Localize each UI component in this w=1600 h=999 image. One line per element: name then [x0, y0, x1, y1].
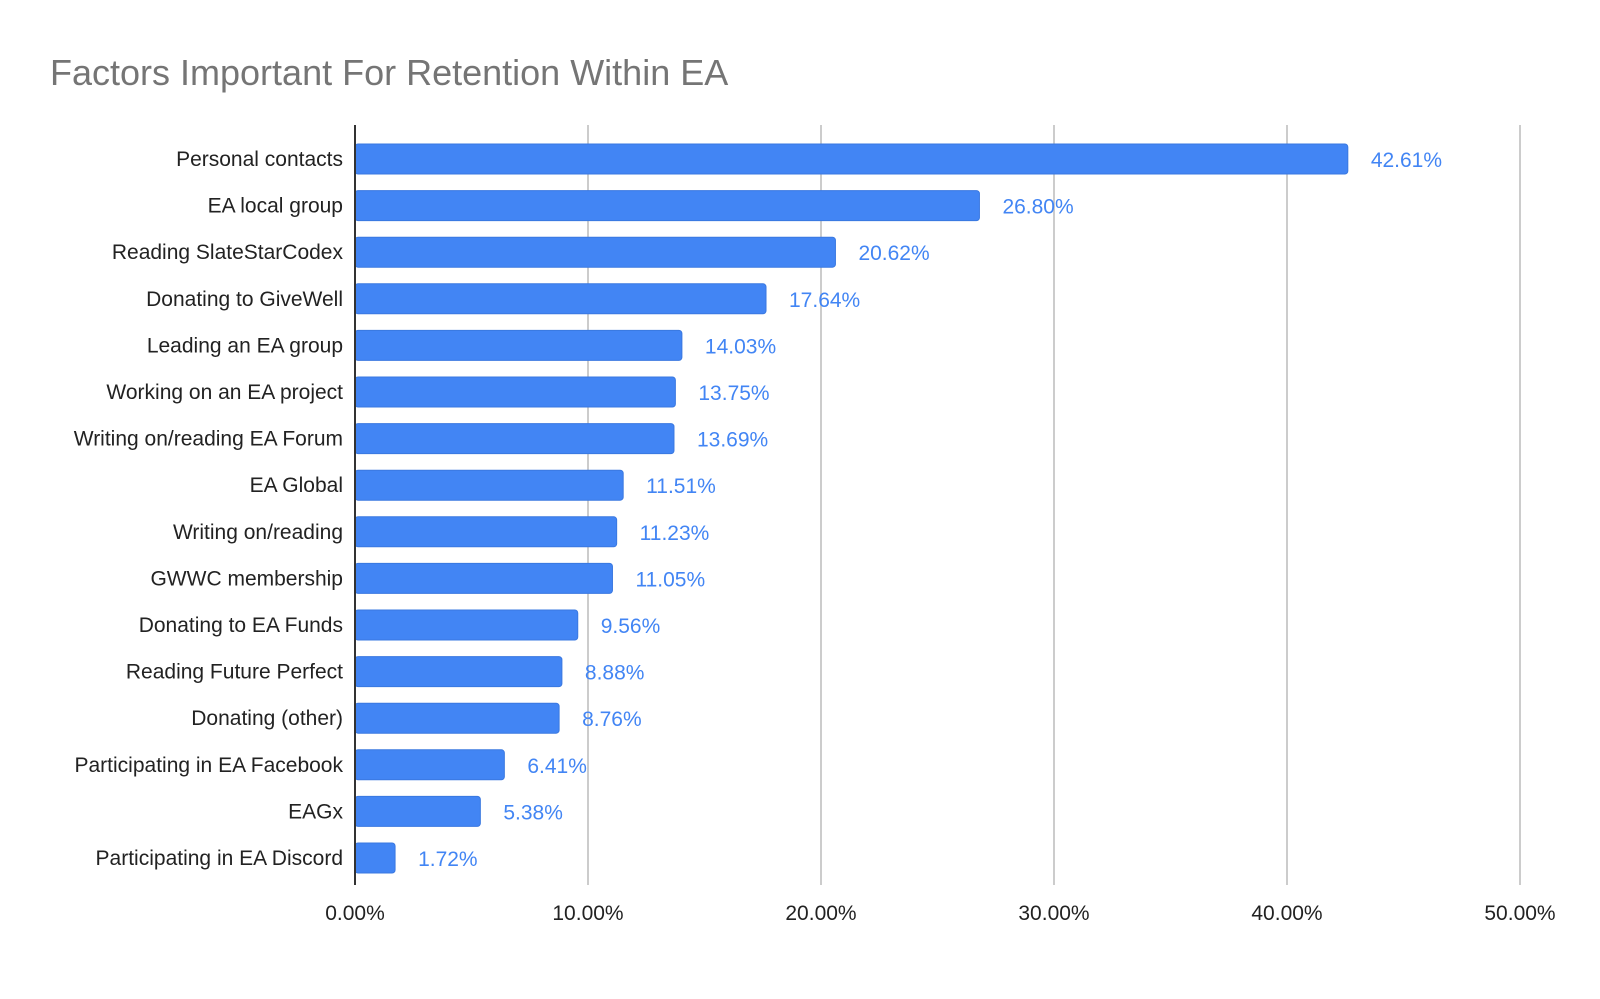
bar [354, 190, 980, 222]
category-label: EAGx [288, 800, 343, 823]
chart-title: Factors Important For Retention Within E… [50, 52, 728, 93]
bar [354, 609, 579, 641]
category-label: Reading SlateStarCodex [112, 241, 344, 264]
data-label: 6.41% [527, 755, 587, 778]
category-label: Leading an EA group [147, 334, 343, 357]
data-label: 13.75% [698, 382, 769, 405]
data-label: 8.76% [582, 708, 642, 731]
data-label: 11.05% [635, 568, 705, 591]
data-label: 1.72% [418, 848, 478, 871]
data-label: 42.61% [1371, 149, 1442, 172]
data-label: 17.64% [789, 289, 860, 312]
category-label: GWWC membership [150, 567, 343, 590]
data-label: 11.51% [646, 475, 716, 498]
category-label: Writing on/reading [173, 521, 343, 544]
data-label: 13.69% [697, 429, 768, 452]
bar [354, 842, 396, 874]
category-label: Donating (other) [191, 707, 343, 730]
bar [354, 749, 505, 781]
bars [354, 143, 1349, 874]
category-label: Participating in EA Facebook [75, 754, 344, 777]
data-labels: 42.61% 26.80% 20.62% 17.64% 14.03% 13.75% 13.6… [418, 149, 1442, 871]
category-label: Writing on/reading EA Forum [74, 428, 343, 451]
x-tick-label: 0.00% [325, 902, 385, 925]
x-tick-labels: 0.00% 10.00% 20.00% 30.00% 40.00% 50.00% [325, 902, 1555, 925]
bar [354, 376, 676, 408]
category-label: Donating to GiveWell [146, 288, 343, 311]
category-label: EA Global [250, 474, 343, 497]
category-label: Donating to EA Funds [139, 614, 343, 637]
x-tick-label: 10.00% [552, 902, 623, 925]
bar [354, 702, 560, 734]
category-label: Participating in EA Discord [96, 847, 343, 870]
bar [354, 143, 1349, 175]
bar [354, 423, 675, 455]
data-label: 9.56% [601, 615, 661, 638]
bar [354, 516, 618, 548]
x-tick-label: 40.00% [1251, 902, 1322, 925]
bar [354, 329, 683, 361]
data-label: 26.80% [1002, 196, 1073, 219]
data-label: 11.23% [640, 522, 710, 545]
bar [354, 469, 624, 501]
category-label: Personal contacts [176, 148, 343, 171]
data-label: 8.88% [585, 662, 645, 685]
bar [354, 283, 767, 315]
category-labels: Personal contacts EA local group Reading S… [74, 148, 344, 870]
x-tick-label: 30.00% [1018, 902, 1089, 925]
category-label: Working on an EA project [106, 381, 343, 404]
data-label: 5.38% [503, 801, 563, 824]
category-label: EA local group [208, 195, 343, 218]
bar [354, 562, 613, 594]
x-tick-label: 50.00% [1484, 902, 1555, 925]
data-label: 20.62% [858, 242, 929, 265]
x-tick-label: 20.00% [785, 902, 856, 925]
bar [354, 236, 836, 268]
data-label: 14.03% [705, 335, 776, 358]
category-label: Reading Future Perfect [126, 661, 343, 684]
bar [354, 656, 563, 688]
bar [354, 795, 481, 827]
